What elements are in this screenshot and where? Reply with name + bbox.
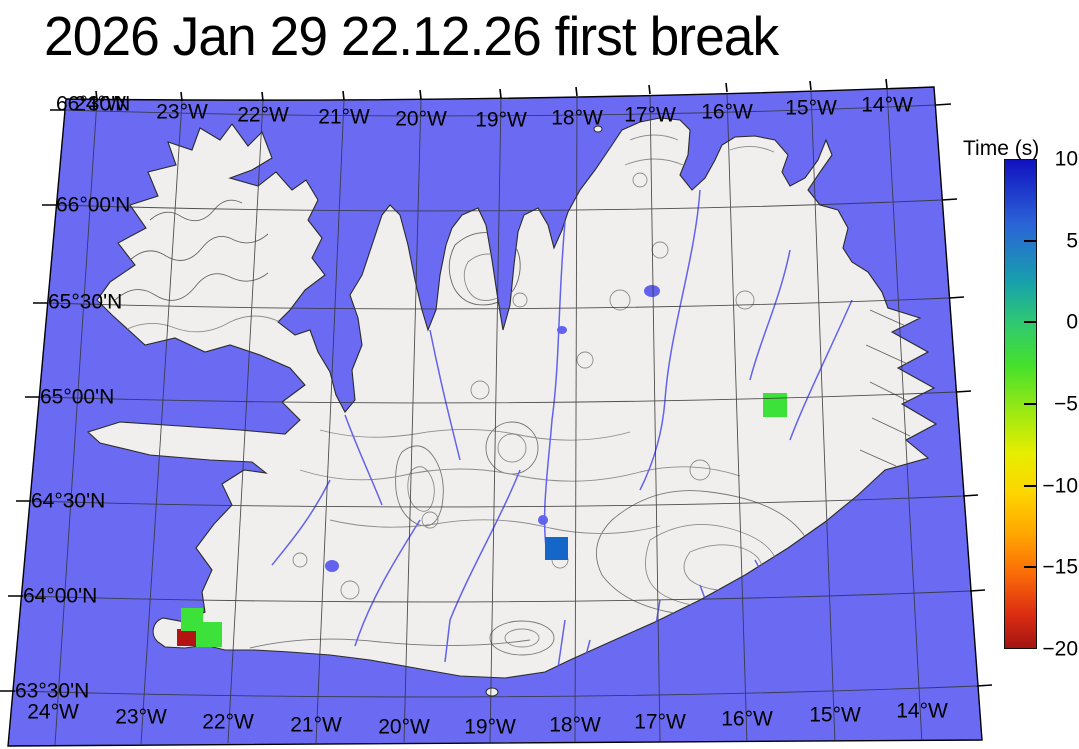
colorbar-tick-label: 10: [1054, 147, 1078, 171]
lakes: [325, 285, 660, 572]
islet-heimaey: [485, 687, 499, 697]
graticule: [14, 87, 978, 746]
station-marker-sw-station-red: [177, 629, 198, 646]
colorbar-tick-label: 5: [1066, 229, 1078, 253]
station-marker-sw-station-green-b: [196, 622, 222, 647]
frame-ticks: [0, 78, 993, 692]
station-markers-layer: [177, 393, 787, 647]
colorbar-tick-label: −15: [1042, 555, 1078, 579]
station-marker-east-station-green: [763, 393, 787, 417]
colorbar-tick: [1024, 321, 1036, 324]
colorbar-tick-label: 0: [1066, 310, 1078, 334]
colorbar-tick-label: −5: [1054, 392, 1078, 416]
islet-grimsey: [593, 125, 603, 133]
station-marker-central-station-blue: [545, 537, 568, 560]
colorbar-tick: [1024, 484, 1036, 487]
colorbar-title: Time (s): [963, 137, 1040, 160]
colorbar-tick-label: −20: [1042, 637, 1078, 661]
plot-title: 2026 Jan 29 22.12.26 first break: [44, 5, 779, 67]
colorbar-tick: [1024, 403, 1036, 405]
colorbar-tick: [1024, 239, 1036, 242]
colorbar-tick-label: −10: [1042, 474, 1078, 498]
colorbar-tick: [1024, 566, 1036, 569]
